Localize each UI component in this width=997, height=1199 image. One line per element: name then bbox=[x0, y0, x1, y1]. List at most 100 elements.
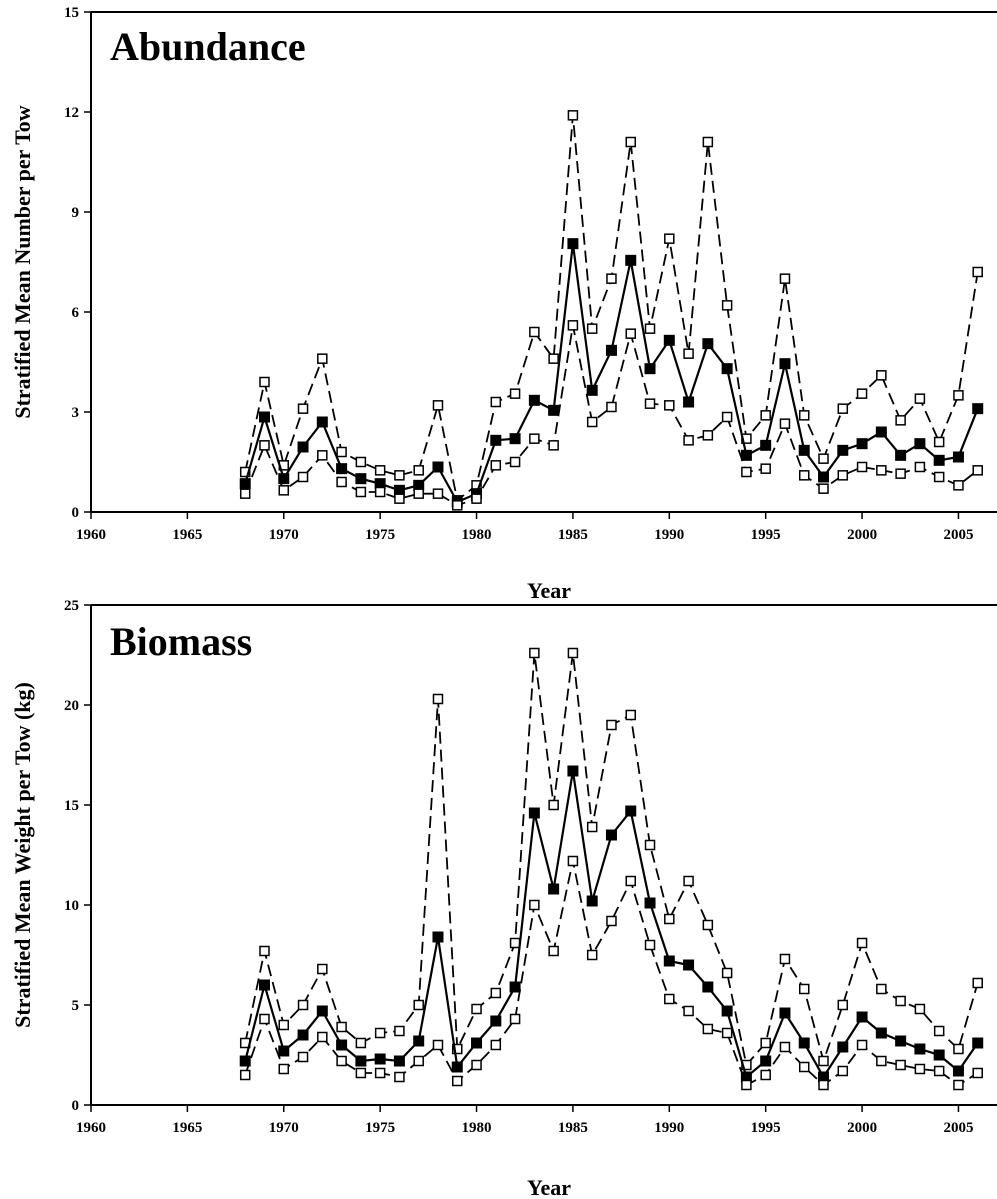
data-point bbox=[721, 1027, 733, 1039]
data-point bbox=[702, 1023, 714, 1035]
data-point bbox=[818, 453, 829, 464]
data-point bbox=[605, 829, 617, 841]
data-point bbox=[317, 450, 328, 461]
y-tick-label: 15 bbox=[64, 5, 79, 21]
x-tick-label: 2005 bbox=[943, 527, 973, 543]
data-point bbox=[876, 370, 887, 381]
data-point bbox=[509, 937, 521, 949]
data-point bbox=[413, 465, 424, 476]
series-line bbox=[244, 325, 979, 507]
data-point bbox=[509, 1013, 521, 1025]
data-point bbox=[683, 348, 694, 359]
data-point bbox=[374, 465, 386, 476]
data-point bbox=[567, 110, 579, 121]
data-point bbox=[875, 1027, 887, 1039]
y-tick-label: 12 bbox=[64, 105, 79, 121]
data-point bbox=[586, 384, 598, 396]
data-point bbox=[529, 326, 540, 338]
data-point bbox=[586, 416, 598, 428]
data-point bbox=[374, 1027, 386, 1039]
data-point bbox=[856, 388, 868, 399]
data-point bbox=[452, 500, 463, 511]
data-point bbox=[606, 719, 617, 731]
data-point bbox=[702, 136, 714, 148]
data-point bbox=[953, 480, 964, 491]
data-point bbox=[413, 999, 424, 1011]
data-point bbox=[895, 1059, 906, 1071]
data-point bbox=[818, 1055, 829, 1067]
data-point bbox=[567, 238, 579, 250]
data-point bbox=[972, 977, 983, 989]
data-point bbox=[798, 983, 810, 995]
data-point bbox=[432, 400, 444, 411]
x-tick-label: 1970 bbox=[269, 1120, 299, 1136]
data-point bbox=[721, 411, 733, 423]
x-tick-label: 2005 bbox=[943, 1120, 973, 1136]
data-point bbox=[509, 981, 521, 993]
x-tick-label: 1965 bbox=[172, 1120, 202, 1136]
series-line bbox=[244, 860, 979, 1087]
data-point bbox=[895, 468, 906, 479]
data-point bbox=[336, 1021, 347, 1033]
y-tick-label: 3 bbox=[72, 405, 80, 421]
biomass-panel: 0 5 10 15 20 25 1960 1965 1970 1975 1980 1985 1990 19… bbox=[10, 598, 997, 1199]
x-tick-label: 1975 bbox=[365, 527, 395, 543]
data-point bbox=[972, 1037, 984, 1049]
data-point bbox=[760, 410, 771, 421]
data-point bbox=[529, 433, 540, 444]
data-point bbox=[644, 323, 656, 334]
data-point bbox=[606, 273, 617, 284]
data-point bbox=[471, 493, 482, 504]
x-tick-label: 1980 bbox=[462, 1120, 492, 1136]
data-point bbox=[760, 1069, 771, 1081]
data-point bbox=[952, 451, 964, 463]
data-point bbox=[837, 403, 849, 414]
data-point bbox=[625, 328, 636, 339]
data-point bbox=[856, 461, 868, 473]
data-point bbox=[471, 1037, 483, 1049]
data-point bbox=[278, 1063, 290, 1075]
data-point bbox=[567, 647, 579, 659]
data-point bbox=[818, 471, 830, 483]
data-point bbox=[798, 444, 810, 456]
data-point bbox=[837, 444, 849, 456]
data-point bbox=[683, 435, 694, 446]
data-point bbox=[779, 358, 791, 370]
data-point bbox=[586, 949, 598, 961]
y-tick-label: 5 bbox=[72, 998, 80, 1014]
data-point bbox=[317, 353, 328, 364]
data-point bbox=[586, 323, 598, 334]
data-point bbox=[914, 393, 926, 404]
data-point bbox=[355, 1055, 367, 1067]
data-point bbox=[914, 461, 926, 473]
data-point bbox=[316, 416, 328, 428]
data-point bbox=[740, 449, 752, 461]
x-tick-label: 1985 bbox=[558, 527, 588, 543]
data-point bbox=[644, 939, 656, 951]
x-tick-label: 1965 bbox=[172, 527, 202, 543]
data-point bbox=[933, 454, 945, 466]
data-point bbox=[336, 476, 347, 488]
data-point bbox=[972, 1067, 983, 1079]
data-point bbox=[317, 963, 328, 975]
data-point bbox=[953, 1079, 964, 1091]
data-point bbox=[914, 1003, 926, 1015]
series-line bbox=[244, 652, 979, 1067]
data-point bbox=[297, 1051, 309, 1063]
data-point bbox=[336, 1039, 348, 1051]
data-point bbox=[933, 436, 945, 448]
data-point bbox=[528, 394, 540, 406]
data-point bbox=[818, 1079, 829, 1091]
x-tick-label: 1995 bbox=[751, 1120, 781, 1136]
data-point bbox=[779, 1007, 791, 1019]
data-point bbox=[664, 993, 675, 1005]
data-point bbox=[567, 855, 579, 867]
data-point bbox=[355, 486, 367, 498]
data-point bbox=[239, 1069, 251, 1081]
data-point bbox=[336, 446, 347, 458]
panel-title: Biomass bbox=[110, 619, 252, 664]
data-point bbox=[625, 875, 636, 887]
data-point bbox=[914, 1063, 926, 1075]
data-point bbox=[355, 456, 367, 468]
